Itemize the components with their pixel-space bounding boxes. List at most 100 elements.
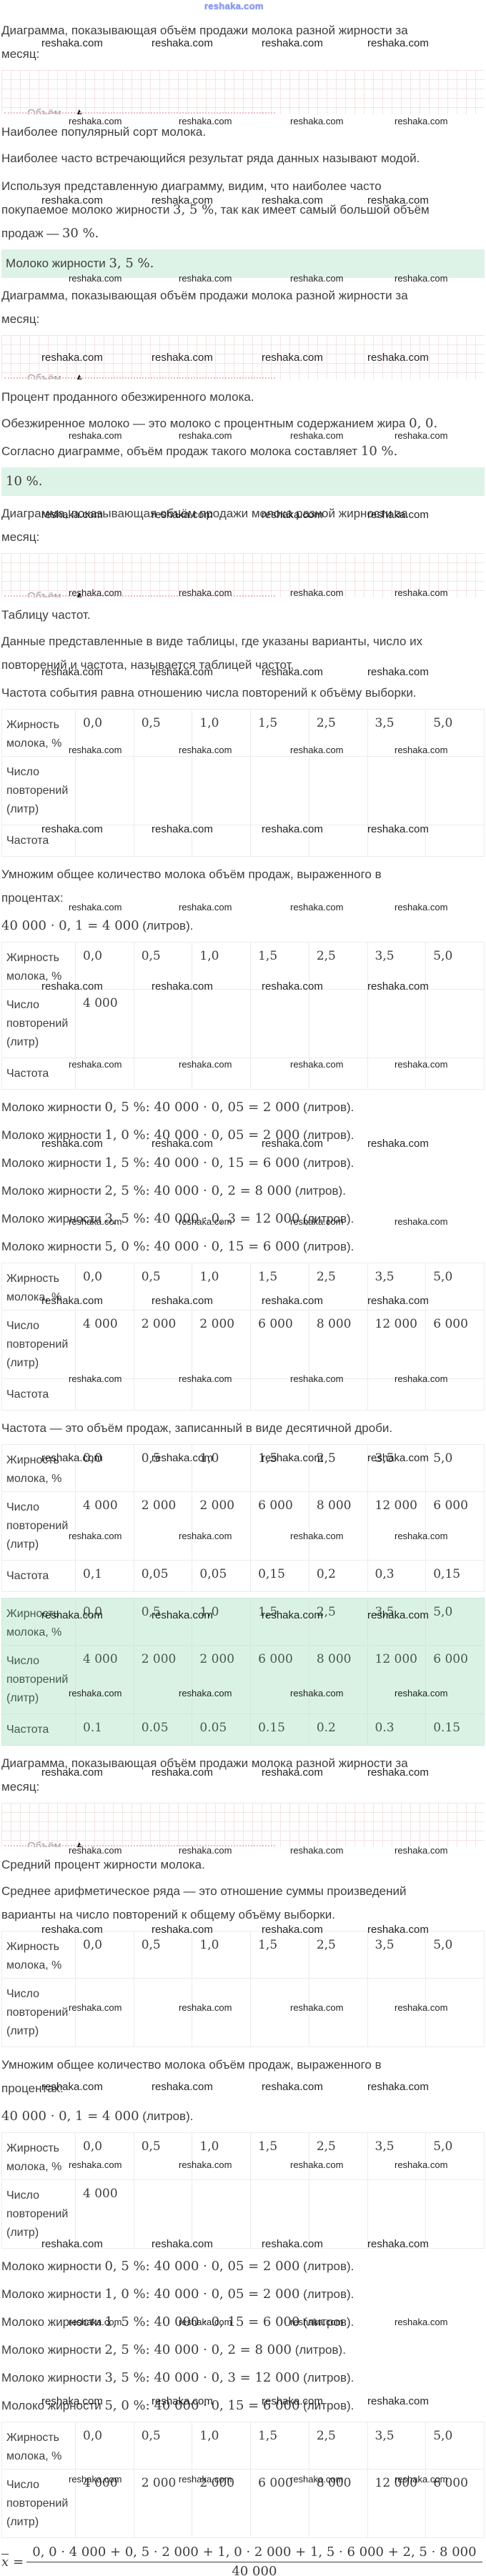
math-expression: 5, 0 %: 40 000 · 0, 15 = 6 000 xyxy=(104,2398,300,2413)
table-cell xyxy=(367,825,427,857)
table-cell: 0,5 xyxy=(133,1263,193,1311)
text-line: месяц: xyxy=(1,1780,40,1794)
table-cell: 1,5 xyxy=(250,709,309,757)
table-cell xyxy=(192,756,252,825)
table-cell xyxy=(308,989,368,1058)
text-fragment: Молоко жирности xyxy=(1,1240,105,1253)
table-cell xyxy=(425,989,485,1058)
table-cell: 0,5 xyxy=(133,1931,193,1979)
table-row: Число повторений (литр) 4 000 2 000 2 000 6 … xyxy=(1,1310,485,1379)
subtask-title: Наиболее популярный сорт молока. xyxy=(1,120,485,144)
math-expression: 10 %. xyxy=(360,444,398,459)
text-fragment: Молоко жирности xyxy=(1,1212,105,1225)
table-cell: 5,0 xyxy=(425,709,485,757)
table-cell: 2 000 xyxy=(192,1491,252,1561)
calculation-line: Молоко жирности 2, 5 %: 40 000 · 0, 2 = … xyxy=(1,2338,485,2362)
math-expression: 0, 0. xyxy=(409,416,438,431)
table-cell xyxy=(367,1378,427,1411)
table-cell: 0,05 xyxy=(192,1560,252,1592)
numerator: 0, 0 · 4 000 + 0, 5 · 2 000 + 1, 0 · 2 0… xyxy=(26,2544,482,2562)
text-fragment: покупаемое молоко жирности xyxy=(1,203,174,217)
text-line: Средний процент жирности молока. xyxy=(1,1858,205,1871)
definition-text: Частота — это объём продаж, записанный в… xyxy=(1,1416,485,1440)
fraction: 0, 0 · 4 000 + 0, 5 · 2 000 + 1, 0 · 2 0… xyxy=(26,2544,482,2576)
table-cell: 0,0 xyxy=(75,1444,134,1492)
math-expression: 5, 0 %: 40 000 · 0, 15 = 6 000 xyxy=(104,1239,300,1254)
text-fragment: (литров). xyxy=(139,2109,194,2123)
table-cell xyxy=(425,2179,485,2249)
table-cell xyxy=(308,1978,368,2047)
table-cell xyxy=(367,756,427,825)
table-cell: 2 000 xyxy=(192,1310,252,1379)
text-line: месяц: xyxy=(1,312,40,326)
table-cell: 1,0 xyxy=(192,1263,252,1311)
table-row: Число повторений (литр) 4 000 2 000 2 000 6 … xyxy=(1,1645,485,1714)
table-cell: 3,5 xyxy=(367,942,427,990)
row-label: Жирность молока, % xyxy=(1,942,76,990)
table-cell xyxy=(367,989,427,1058)
text-line: 40 000 · 0, 1 = 4 000 (литров). xyxy=(1,2104,485,2128)
row-label: Частота xyxy=(1,1714,76,1746)
text-fragment: (литров). xyxy=(299,2371,354,2384)
calculation-line: Молоко жирности 3, 5 %: 40 000 · 0, 3 = … xyxy=(1,2366,485,2389)
table-row: Жирность молока, % 0,0 0,5 1,0 1,5 2,5 3,5 5,0 xyxy=(1,1263,485,1311)
text-line: Диаграмма, показывающая объём продажи мо… xyxy=(1,24,408,37)
table-row: Жирность молока, % 0,0 0,5 1,0 1,5 2,5 3,5 5,0 xyxy=(1,942,485,990)
frequency-table-partial: Жирность молока, % 0,0 0,5 1,0 1,5 2,5 3,5 5,0 Ч… xyxy=(1,942,485,1090)
table-row: Жирность молока, % 0,0 0,5 1,0 1,5 2,5 3,5 5,0 xyxy=(1,2422,485,2470)
table-cell: 3,5 xyxy=(367,1444,427,1492)
table-cell: 3,5 xyxy=(367,2422,427,2470)
text-fragment: (литров). xyxy=(299,2315,354,2329)
text-line: Умножим общее количество молока объём пр… xyxy=(1,867,382,881)
calculation-line: Молоко жирности 1, 5 %: 40 000 · 0, 15 =… xyxy=(1,1151,485,1175)
table-row: Жирность молока, % 0,0 0,5 1,0 1,5 2,5 3,5 5,0 xyxy=(1,1931,485,1979)
text-fragment: Молоко жирности xyxy=(1,2315,105,2329)
row-label: Жирность молока, % xyxy=(1,1931,76,1979)
subtask-title: Средний процент жирности молока. xyxy=(1,1853,485,1876)
text-fragment: Молоко жирности xyxy=(1,1100,105,1114)
table-cell: 5,0 xyxy=(425,1263,485,1311)
table-cell: 0.15 xyxy=(425,1714,485,1746)
table-cell xyxy=(133,1978,193,2047)
table-cell: 8 000 xyxy=(308,2469,368,2538)
text-fragment: (литров). xyxy=(292,2343,346,2357)
row-label: Число повторений (литр) xyxy=(1,1310,76,1379)
row-label: Частота xyxy=(1,1058,76,1090)
table-cell: 2 000 xyxy=(192,2469,252,2538)
table-row: Число повторений (литр) xyxy=(1,1978,485,2047)
text-fragment: Молоко жирности xyxy=(1,2287,105,2301)
table-cell: 2,5 xyxy=(308,709,368,757)
table-row: Частота xyxy=(1,825,485,857)
table-cell: 8 000 xyxy=(308,1491,368,1561)
row-label: Жирность молока, % xyxy=(1,1598,76,1646)
table-cell: 3,5 xyxy=(367,1931,427,1979)
chart-axis-label: Объём xyxy=(27,372,61,379)
table-cell xyxy=(133,2179,193,2249)
row-label: Жирность молока, % xyxy=(1,1263,76,1311)
row-label: Частота xyxy=(1,1560,76,1592)
table-cell: 1,5 xyxy=(250,1598,309,1646)
table-cell: 1,0 xyxy=(192,2132,252,2180)
table-cell xyxy=(425,825,485,857)
calculation-line: Молоко жирности 5, 0 %: 40 000 · 0, 15 =… xyxy=(1,2394,485,2417)
table-cell xyxy=(75,1058,134,1090)
table-cell: 0,0 xyxy=(75,942,134,990)
table-cell: 12 000 xyxy=(367,2469,427,2538)
axis-arrow-icon: ▲ xyxy=(75,590,84,597)
table-cell: 0,0 xyxy=(75,709,134,757)
subtask-title: Таблицу частот. xyxy=(1,603,485,627)
diagram-caption: Диаграмма, показывающая объём продажи мо… xyxy=(1,284,485,331)
table-cell: 0,15 xyxy=(425,1560,485,1592)
table-cell xyxy=(192,2179,252,2249)
table-row: Частота xyxy=(1,1058,485,1090)
mean-table-partial: Жирность молока, % 0,0 0,5 1,0 1,5 2,5 3,5 5,0 Ч… xyxy=(1,2132,485,2249)
table-cell: 4 000 xyxy=(75,989,134,1058)
table-cell: 0,5 xyxy=(133,709,193,757)
table-cell: 3,5 xyxy=(367,709,427,757)
table-cell xyxy=(425,1978,485,2047)
answer-highlight: Молоко жирности 3, 5 %. xyxy=(1,249,485,278)
table-cell: 0.05 xyxy=(192,1714,252,1746)
table-row: Число повторений (литр) 4 000 2 000 2 000 6 … xyxy=(1,1491,485,1561)
table-cell: 3,5 xyxy=(367,1263,427,1311)
table-cell xyxy=(425,756,485,825)
